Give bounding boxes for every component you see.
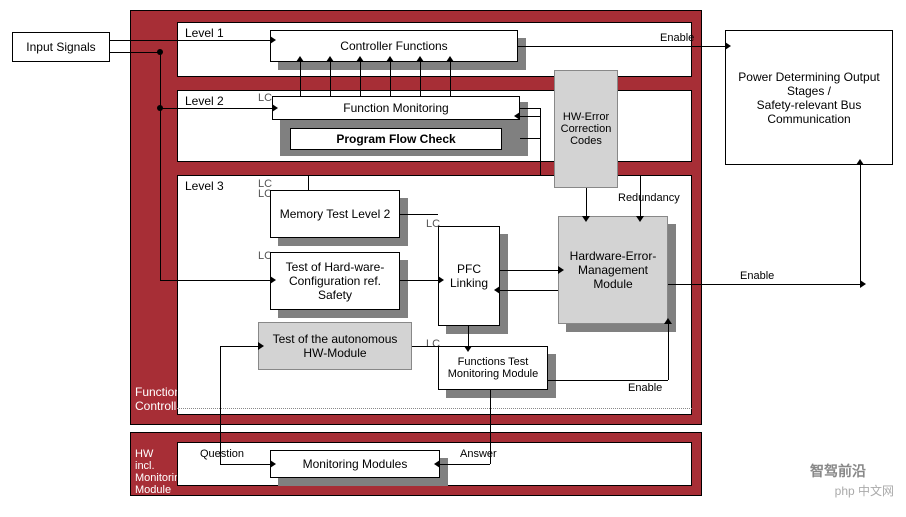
- monitoring-panel-label: HW incl. Monitoring Module: [135, 448, 175, 496]
- watermark-1: 智驾前沿: [810, 461, 866, 481]
- edge: [440, 464, 490, 465]
- dotted-divider: [177, 408, 692, 409]
- edge: [520, 138, 540, 139]
- level2-lc: LC: [258, 92, 272, 104]
- edge: [518, 46, 725, 47]
- controller-functions-text: Controller Functions: [340, 39, 447, 53]
- edge: [390, 77, 391, 96]
- edge: [500, 290, 558, 291]
- memory-test-text: Memory Test Level 2: [280, 207, 391, 221]
- input-signals-box: Input Signals: [12, 32, 110, 62]
- edge: [160, 108, 272, 109]
- memory-test-box: Memory Test Level 2: [270, 190, 400, 238]
- hw-error-mgmt-text: Hardware-Error-Management Module: [563, 249, 663, 291]
- edge: [400, 214, 438, 215]
- edge: [160, 108, 161, 280]
- hw-config-text: Test of Hard-ware-Configuration ref. Saf…: [275, 260, 395, 302]
- functions-test-text: Functions Test Monitoring Module: [443, 356, 543, 380]
- edge: [330, 77, 331, 96]
- pfc-linking-box: PFC Linking: [438, 226, 500, 326]
- edge: [450, 62, 451, 77]
- edge: [490, 390, 491, 464]
- edge: [220, 464, 270, 465]
- autonomous-hw-text: Test of the autonomous HW-Module: [263, 332, 407, 360]
- edge: [360, 62, 361, 77]
- monitoring-modules-box: Monitoring Modules: [270, 450, 440, 478]
- edge: [160, 280, 270, 281]
- pfc-linking-text: PFC Linking: [443, 262, 495, 290]
- edge: [360, 77, 361, 96]
- program-flow-check-text: Program Flow Check: [336, 132, 455, 146]
- controller-functions-box: Controller Functions: [270, 30, 518, 62]
- edge: [586, 188, 587, 216]
- level2-label: Level 2: [185, 94, 224, 108]
- autonomous-hw-box: Test of the autonomous HW-Module: [258, 322, 412, 370]
- level3-label: Level 3: [185, 179, 224, 193]
- question-label: Question: [200, 448, 244, 460]
- edge: [412, 346, 438, 347]
- edge: [548, 380, 668, 381]
- function-controller-label: Function Controller: [135, 385, 173, 413]
- watermark-2: php 中文网: [835, 482, 894, 499]
- function-monitoring-text: Function Monitoring: [343, 101, 448, 115]
- power-box: Power Determining Output Stages / Safety…: [725, 30, 893, 165]
- edge: [220, 346, 258, 347]
- edge: [520, 108, 540, 109]
- edge: [308, 175, 309, 190]
- hw-ecc-text: HW-Error Correction Codes: [559, 111, 613, 147]
- edge: [110, 40, 270, 41]
- edge: [450, 77, 451, 96]
- edge: [390, 62, 391, 77]
- edge: [420, 77, 421, 96]
- power-box-text: Power Determining Output Stages / Safety…: [730, 70, 888, 126]
- enable-mid-label: Enable: [740, 270, 774, 282]
- hw-error-mgmt-box: Hardware-Error-Management Module: [558, 216, 668, 324]
- edge: [220, 346, 221, 464]
- level1-label: Level 1: [185, 26, 224, 40]
- edge: [420, 62, 421, 77]
- edge: [668, 284, 860, 285]
- edge: [300, 77, 301, 96]
- edge: [668, 324, 669, 380]
- edge: [330, 62, 331, 77]
- redundancy-label: Redundancy: [618, 192, 680, 204]
- input-signals-text: Input Signals: [26, 40, 95, 54]
- edge: [400, 280, 438, 281]
- edge: [640, 175, 641, 216]
- hw-ecc-box: HW-Error Correction Codes: [554, 70, 618, 188]
- edge: [468, 326, 469, 346]
- functions-test-box: Functions Test Monitoring Module: [438, 346, 548, 390]
- edge: [160, 52, 161, 108]
- answer-label: Answer: [460, 448, 497, 460]
- program-flow-check-box: Program Flow Check: [290, 128, 502, 150]
- edge: [300, 62, 301, 77]
- hw-config-box: Test of Hard-ware-Configuration ref. Saf…: [270, 252, 400, 310]
- function-monitoring-box: Function Monitoring: [272, 96, 520, 120]
- enable-top-label: Enable: [660, 32, 694, 44]
- edge: [520, 116, 540, 117]
- edge: [500, 270, 558, 271]
- monitoring-modules-text: Monitoring Modules: [303, 457, 408, 471]
- enable-bottom-label: Enable: [628, 382, 662, 394]
- edge: [110, 52, 160, 53]
- edge: [540, 108, 541, 175]
- edge: [860, 165, 861, 284]
